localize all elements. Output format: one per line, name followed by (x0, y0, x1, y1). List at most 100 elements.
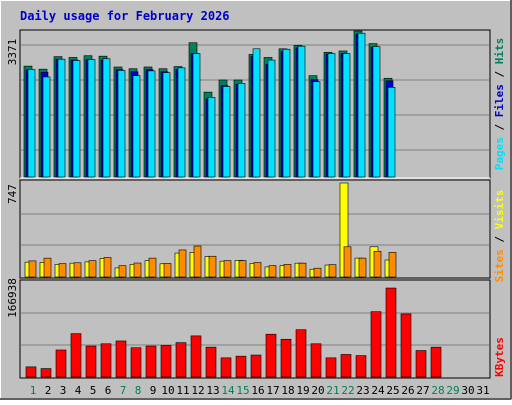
sites-bar (283, 264, 292, 278)
legend-sep-2: / (493, 71, 506, 78)
day-label: 24 (371, 384, 385, 397)
legend-kbytes: KBytes (493, 337, 506, 377)
sites-bar (148, 257, 157, 278)
sites-bar (298, 262, 307, 278)
kbytes-bar (430, 346, 442, 378)
kbytes-bar (370, 311, 382, 378)
day-label: 21 (326, 384, 339, 397)
pages-bar (222, 86, 231, 178)
kbytes-bar (40, 368, 52, 378)
pages-bar (42, 76, 51, 178)
day-label: 3 (60, 384, 67, 397)
sites-bar (343, 246, 352, 278)
kbytes-bar (55, 349, 67, 378)
day-label: 15 (236, 384, 249, 397)
day-label: 29 (446, 384, 459, 397)
sites-bar (253, 262, 262, 278)
pages-bar (342, 53, 351, 178)
legend-sep-3: / (493, 236, 506, 243)
day-label: 11 (176, 384, 189, 397)
pages-bar (387, 87, 396, 178)
x-axis-day-labels: 1 2 3 4 5 6 7 8 9 10 11 12 13 14 15 16 17 18 19 20 21 22 23 24 2… (30, 384, 490, 397)
day-label: 26 (401, 384, 414, 397)
day-label: 20 (311, 384, 324, 397)
pages-bar (297, 45, 306, 178)
sites-bar (193, 245, 202, 278)
kbytes-bar (250, 354, 262, 378)
pages-bar (72, 60, 81, 178)
day-label: 17 (266, 384, 279, 397)
sites-bar (73, 262, 82, 278)
sites-bar (43, 257, 52, 278)
kbytes-bar (220, 357, 232, 378)
pages-bar (177, 67, 186, 178)
pages-bar (102, 58, 111, 178)
pages-bar (267, 59, 276, 178)
kbytes-bar (85, 345, 97, 378)
day-label: 9 (150, 384, 157, 397)
day-label: 12 (191, 384, 204, 397)
kbytes-bar (190, 335, 202, 378)
kbytes-bar (160, 345, 172, 378)
sites-bar (373, 251, 382, 278)
pages-bar (27, 69, 36, 178)
day-label: 8 (135, 384, 142, 397)
pages-bar (117, 70, 126, 178)
sites-bar (178, 249, 187, 278)
day-label: 22 (341, 384, 354, 397)
bars-layer (23, 30, 442, 378)
sites-bar (208, 255, 217, 278)
sites-bar (358, 257, 367, 278)
kbytes-bar (265, 333, 277, 378)
sites-bar (268, 265, 277, 278)
pages-bar (57, 58, 66, 178)
day-label: 1 (30, 384, 37, 397)
day-label: 23 (356, 384, 369, 397)
sites-bar (88, 260, 97, 278)
panel1-ymax-label: 3371 (6, 39, 19, 66)
kbytes-bar (70, 333, 82, 378)
sites-bar (238, 260, 247, 278)
day-label: 25 (386, 384, 399, 397)
sites-bar (223, 260, 232, 278)
day-label: 18 (281, 384, 294, 397)
pages-bar (207, 97, 216, 178)
sites-bar (313, 267, 322, 278)
legend-pages: Pages (493, 137, 506, 170)
kbytes-bar (385, 287, 397, 378)
day-label: 10 (161, 384, 174, 397)
pages-bar (237, 83, 246, 178)
pages-bar (282, 48, 291, 178)
panel3-ymax-label: 166938 (6, 278, 19, 318)
pages-bar (132, 75, 141, 178)
sites-bar (28, 260, 37, 278)
day-label: 30 (461, 384, 474, 397)
day-label: 4 (75, 384, 82, 397)
pages-bar (147, 70, 156, 178)
day-label: 27 (416, 384, 429, 397)
pages-bar (162, 72, 171, 178)
panel2-ymax-label: 747 (6, 184, 19, 204)
pages-bar (327, 53, 336, 178)
day-label: 28 (431, 384, 444, 397)
day-label: 19 (296, 384, 309, 397)
kbytes-bar (130, 347, 142, 378)
day-label: 5 (90, 384, 97, 397)
day-label: 14 (221, 384, 235, 397)
chart-title: Daily usage for February 2026 (20, 9, 230, 23)
svg-text:Sites / Visits: Sites / Visits (493, 190, 506, 283)
sites-bar (163, 263, 172, 278)
pages-bar (192, 53, 201, 178)
kbytes-bar (355, 355, 367, 378)
day-label: 2 (45, 384, 52, 397)
pages-bar (312, 81, 321, 178)
sites-bar (133, 262, 142, 278)
legend-visits: Visits (493, 190, 506, 230)
day-label: 13 (206, 384, 219, 397)
svg-text:Pages / Files: Pages / Files / Hits (493, 38, 506, 171)
legend-hits: Hits (493, 38, 506, 65)
kbytes-bar (295, 329, 307, 378)
kbytes-bar (205, 346, 217, 378)
